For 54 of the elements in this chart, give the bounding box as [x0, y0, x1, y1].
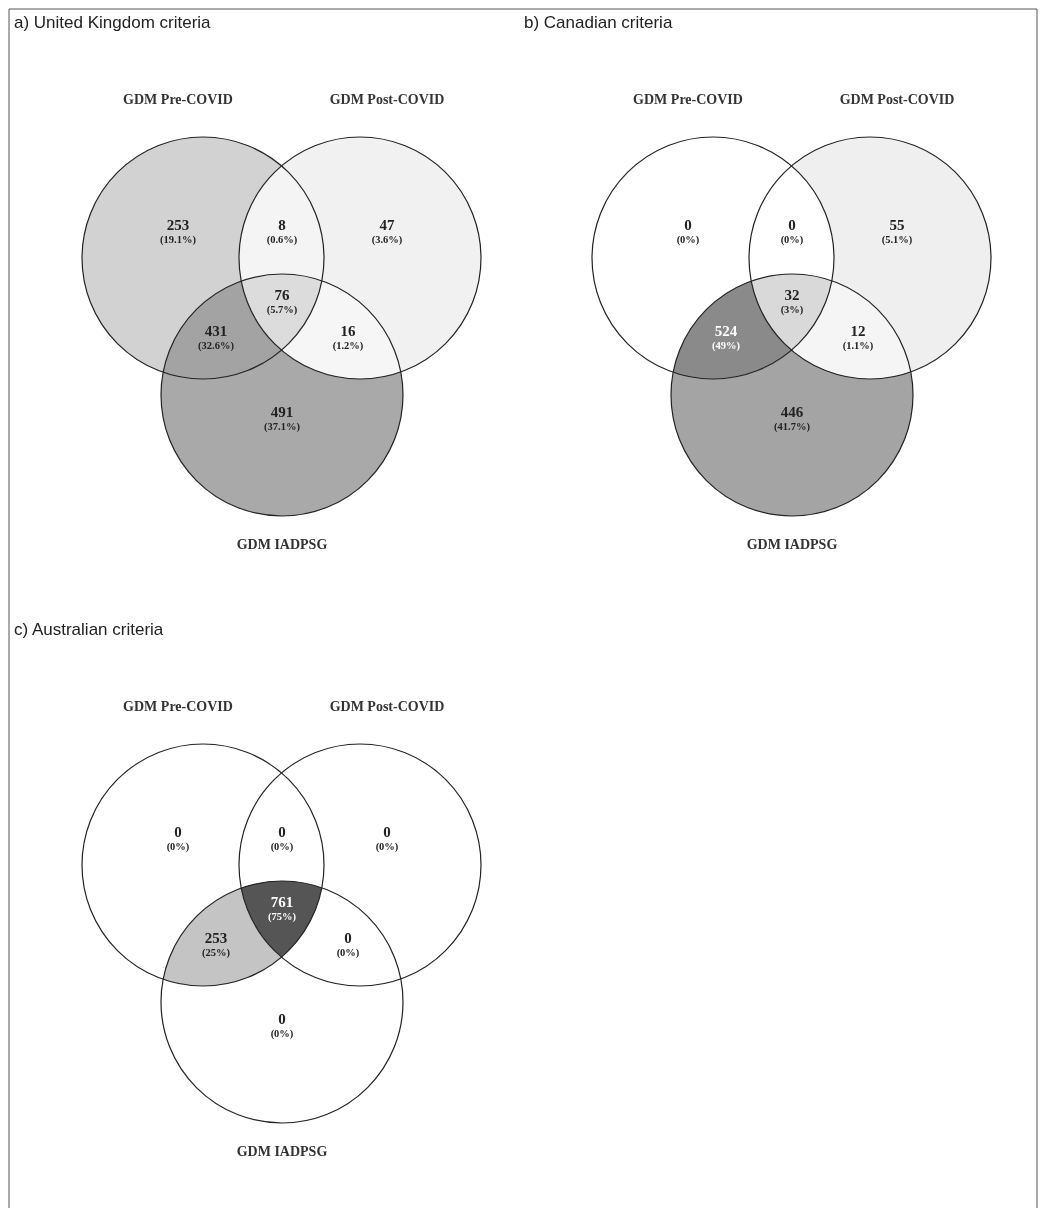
text: (49%)	[712, 340, 741, 352]
text: GDM Post-COVID	[839, 92, 955, 107]
text: (0%)	[375, 841, 399, 853]
text: (75%)	[268, 911, 297, 923]
data-label: 76	[274, 287, 290, 303]
text: (1.1%)	[842, 340, 874, 352]
data-label: 0	[788, 217, 796, 233]
data-label: 16	[340, 323, 356, 339]
text: (25%)	[202, 947, 231, 959]
text: GDM IADPSG	[746, 537, 838, 552]
text: (0%)	[336, 947, 360, 959]
text: (0%)	[676, 234, 700, 246]
data-label: 0	[278, 1011, 286, 1027]
text: (0.6%)	[266, 234, 298, 246]
data-label: 431	[204, 323, 228, 339]
data-label: 47	[379, 217, 395, 233]
text: (19.1%)	[160, 234, 197, 246]
text: (41.7%)	[774, 421, 811, 433]
text: b) Canadian criteria	[524, 13, 673, 32]
text: GDM IADPSG	[236, 537, 328, 552]
text: (32.6%)	[198, 340, 235, 352]
data-label: 524	[714, 323, 738, 339]
data-label: 0	[344, 930, 352, 946]
text: (5.1%)	[881, 234, 913, 246]
text: GDM Pre-COVID	[123, 699, 233, 714]
data-label: 0	[383, 824, 391, 840]
text: GDM Pre-COVID	[123, 92, 233, 107]
data-label: 491	[270, 404, 294, 420]
data-label: 0	[278, 824, 286, 840]
text: (3%)	[780, 304, 804, 316]
text: GDM IADPSG	[236, 1144, 328, 1159]
data-label: 0	[174, 824, 182, 840]
text: a) United Kingdom criteria	[14, 13, 212, 32]
data-label: 253	[204, 930, 228, 946]
data-label: 12	[850, 323, 866, 339]
text: (0%)	[166, 841, 190, 853]
text: c) Australian criteria	[14, 620, 164, 639]
data-label: 761	[270, 894, 294, 910]
text: (0%)	[270, 1028, 294, 1040]
data-label: 253	[166, 217, 190, 233]
text: (37.1%)	[264, 421, 301, 433]
data-label: 55	[889, 217, 905, 233]
text: (3.6%)	[371, 234, 403, 246]
data-label: 0	[684, 217, 692, 233]
text: GDM Post-COVID	[329, 92, 445, 107]
text: GDM Pre-COVID	[633, 92, 743, 107]
data-label: 8	[278, 217, 286, 233]
text: (0%)	[780, 234, 804, 246]
data-label: 446	[780, 404, 804, 420]
data-label: 32	[784, 287, 800, 303]
text: GDM Post-COVID	[329, 699, 445, 714]
text: (0%)	[270, 841, 294, 853]
text: (5.7%)	[266, 304, 298, 316]
text: (1.2%)	[332, 340, 364, 352]
